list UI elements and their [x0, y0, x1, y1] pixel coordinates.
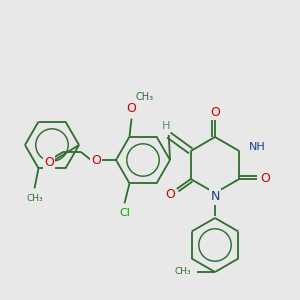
Text: O: O — [210, 106, 220, 118]
Text: N: N — [210, 190, 220, 203]
Text: H: H — [162, 121, 170, 131]
Text: O: O — [260, 172, 270, 185]
Text: NH: NH — [249, 142, 266, 152]
Text: O: O — [165, 188, 175, 200]
Text: O: O — [44, 155, 54, 169]
Text: O: O — [127, 102, 136, 115]
Text: CH₃: CH₃ — [26, 194, 43, 203]
Text: Cl: Cl — [119, 208, 130, 218]
Text: O: O — [91, 154, 101, 166]
Text: CH₃: CH₃ — [136, 92, 154, 102]
Text: CH₃: CH₃ — [175, 268, 191, 277]
